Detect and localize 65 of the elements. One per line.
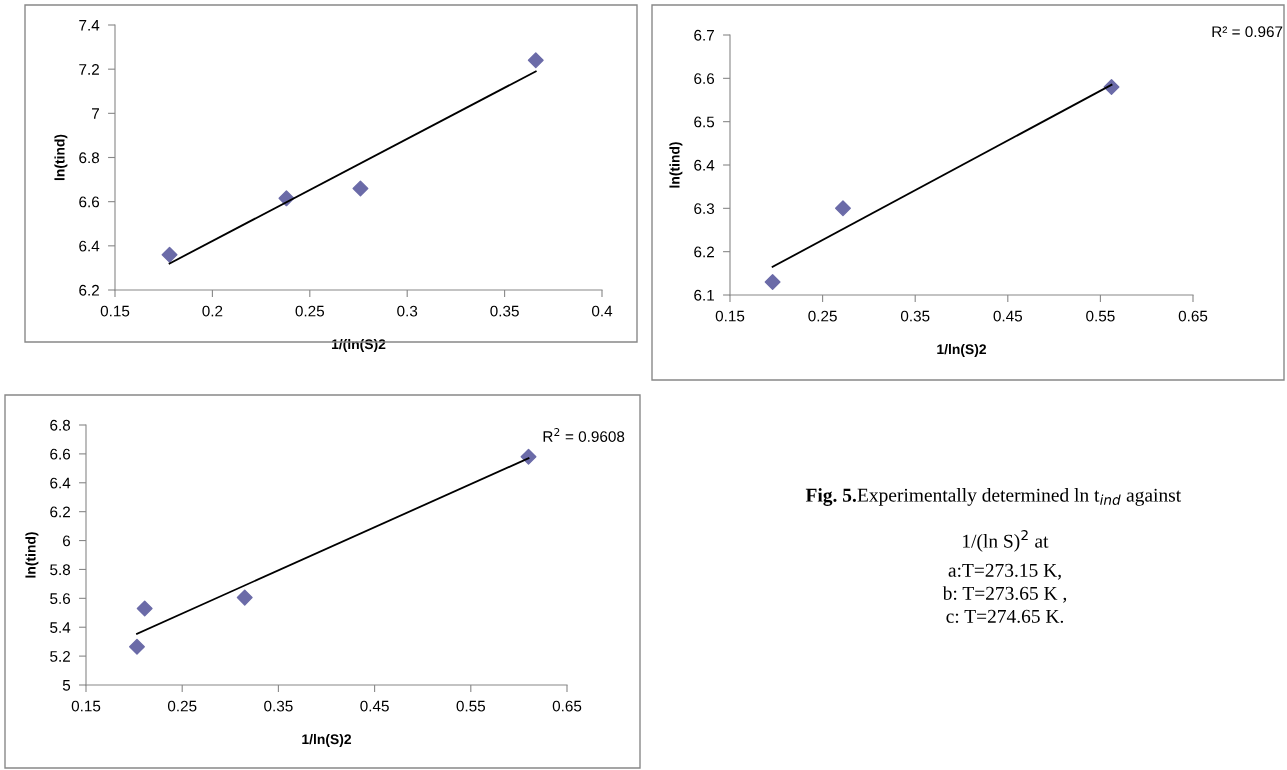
x-tick-label: 0.25 — [295, 305, 325, 317]
y-tick-label: 6.1 — [694, 289, 714, 301]
text: Experimentally determined ln t$_{ind}$ against — [857, 488, 1182, 506]
y-tick-label: 6.6 — [694, 73, 715, 85]
x-tick-label: 0.45 — [360, 700, 389, 712]
y-axis-title: ln(tind) — [54, 134, 68, 181]
y-tick-label: 6.3 — [694, 203, 715, 215]
x-tick-label: 0.35 — [900, 310, 930, 322]
x-tick-label: 0.45 — [993, 310, 1023, 322]
x-tick-label: 0.35 — [264, 700, 293, 712]
y-axis-title: ln(tind) — [669, 142, 683, 188]
x-tick-label: 0.55 — [1086, 310, 1115, 322]
y-tick-label: 7.2 — [79, 64, 99, 75]
y-tick-label: 6.4 — [79, 240, 100, 252]
point — [161, 246, 178, 263]
y-tick-label: 7.4 — [79, 20, 100, 31]
point — [236, 589, 253, 606]
x-tick-label: 0.4 — [591, 305, 613, 317]
y-tick-label: 5.6 — [50, 593, 71, 605]
text: R² = 0.967 — [1212, 26, 1283, 38]
y-tick-label: 5.4 — [50, 622, 71, 633]
y-tick-label: 7 — [92, 108, 99, 119]
point — [352, 180, 369, 197]
annotation: R$^{2}$ = 0.9608 — [543, 428, 625, 442]
y-tick-label: 6.4 — [694, 159, 715, 171]
text: 1/(ln S)$^{2}$ at — [963, 530, 1049, 552]
x-tick-label: 0.15 — [715, 310, 745, 322]
point — [136, 600, 153, 617]
x-tick-label: 0.3 — [397, 305, 418, 317]
x-tick-label: 0.25 — [808, 310, 837, 322]
x-tick-label: 0.55 — [456, 700, 486, 712]
x-tick-label: 0.2 — [202, 305, 223, 317]
text: c: T=274.65 K. — [946, 609, 1064, 623]
y-tick-label: 5.2 — [50, 650, 70, 662]
y-tick-label: 5.8 — [50, 564, 71, 576]
y-tick-label: 6.8 — [50, 419, 71, 431]
y-tick-label: 6.2 — [79, 284, 99, 296]
y-tick-label: 5 — [62, 680, 71, 691]
text: a:T=273.15 K, — [948, 563, 1061, 580]
y-tick-label: 6.6 — [79, 196, 100, 208]
text: b: T=273.65 K , — [942, 586, 1067, 603]
point — [834, 200, 851, 217]
x-tick-label: 0.15 — [71, 700, 101, 712]
y-tick-label: 6.2 — [50, 506, 70, 518]
y-axis-title: ln(tind) — [25, 532, 39, 578]
x-tick-label: 0.25 — [167, 700, 197, 712]
y-tick-label: 6.4 — [50, 477, 71, 489]
point — [527, 52, 544, 69]
y-tick-label: 6.2 — [694, 246, 714, 258]
point — [129, 638, 145, 655]
y-tick-label: 6 — [63, 535, 71, 547]
y-tick-label: 6.7 — [694, 29, 714, 41]
x-tick-label: 0.65 — [552, 700, 582, 712]
x-tick-label: 0.35 — [490, 305, 519, 317]
y-tick-label: 6.6 — [50, 448, 71, 460]
point — [520, 448, 537, 465]
x-axis-title: 1/(ln(S)2 — [331, 338, 386, 352]
caption: Fig. 5. — [805, 488, 856, 506]
x-axis-title: 1/ln(S)2 — [937, 343, 987, 357]
x-tick-label: 0.15 — [100, 305, 130, 317]
x-tick-label: 0.65 — [1178, 310, 1208, 322]
y-tick-label: 6.5 — [694, 116, 715, 128]
y-tick-label: 6.8 — [79, 152, 100, 164]
point — [764, 274, 781, 290]
x-axis-title: 1/ln(S)2 — [302, 733, 352, 747]
